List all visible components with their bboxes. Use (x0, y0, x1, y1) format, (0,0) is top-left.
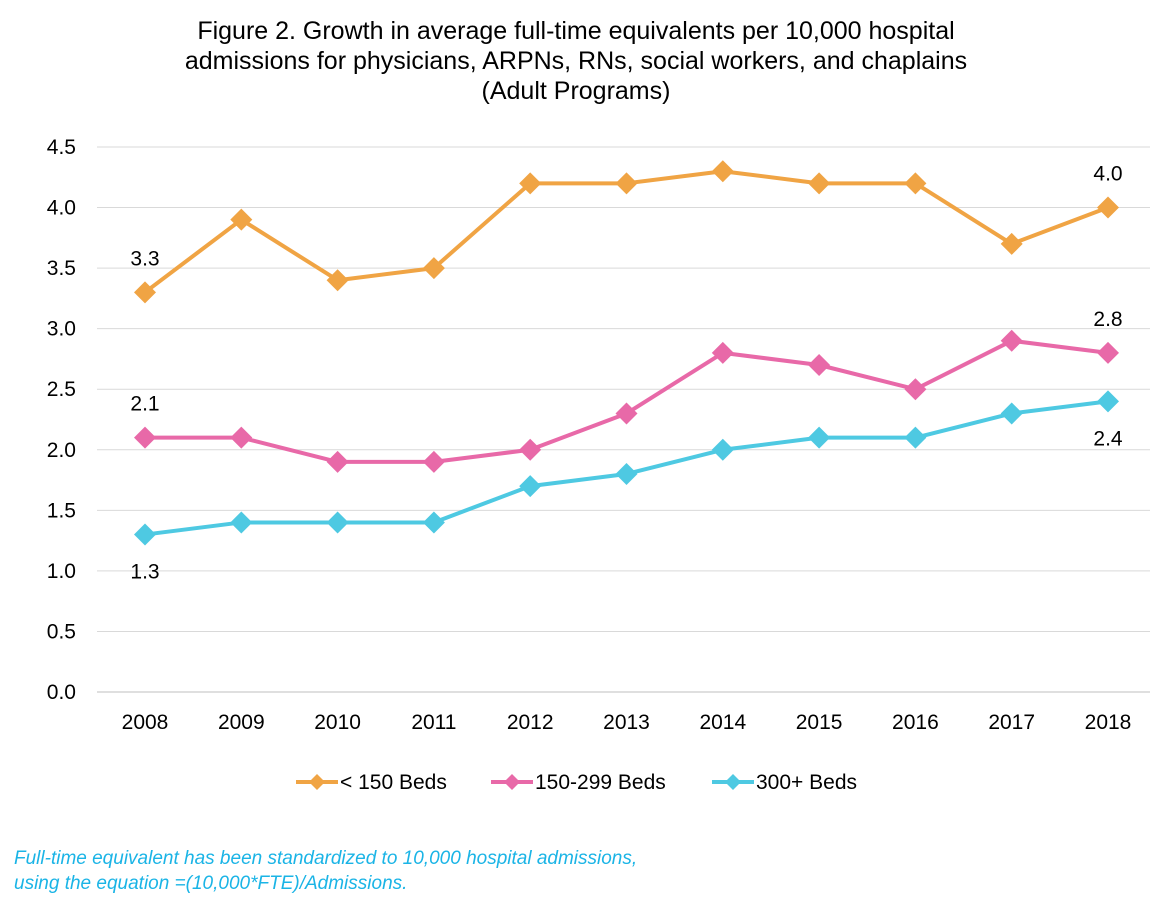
y-tick-label: 2.5 (47, 378, 76, 401)
data-label: 1.3 (130, 561, 159, 584)
legend-item: < 150 Beds (296, 771, 447, 794)
y-tick-label: 0.0 (47, 681, 76, 704)
data-label: 4.0 (1093, 163, 1122, 186)
data-point (519, 475, 542, 498)
data-label: 2.4 (1093, 427, 1123, 450)
data-point (1097, 341, 1119, 364)
data-label: 2.8 (1093, 308, 1122, 331)
data-point (230, 511, 253, 534)
data-point (134, 523, 156, 546)
data-label: 3.3 (130, 247, 159, 270)
data-point (904, 172, 927, 195)
data-point (134, 426, 156, 449)
x-tick-label: 2017 (988, 711, 1035, 734)
x-tick-label: 2013 (603, 711, 650, 734)
data-point (808, 426, 831, 449)
data-point (615, 172, 638, 195)
x-tick-label: 2018 (1085, 711, 1132, 734)
x-tick-label: 2009 (218, 711, 265, 734)
axes: 0.0 0.5 1.0 1.5 2.0 2.5 3.0 3.5 4.0 4.5 2008 2009 20… (47, 136, 1132, 734)
x-tick-label: 2008 (122, 711, 169, 734)
data-point (134, 281, 156, 304)
data-point (230, 208, 253, 231)
y-tick-label: 3.5 (47, 257, 76, 280)
chart-title-line: Figure 2. Growth in average full-time eq… (197, 17, 955, 45)
series-3 (134, 390, 1119, 546)
y-tick-label: 1.0 (47, 560, 76, 583)
data-point (808, 172, 831, 195)
data-point (615, 402, 638, 425)
data-point (904, 378, 927, 401)
chart-title: Figure 2. Growth in average full-time eq… (0, 16, 1152, 106)
data-point (422, 511, 445, 534)
legend-marker (309, 774, 325, 790)
chart-title-line: admissions for physicians, ARPNs, RNs, s… (184, 47, 968, 75)
data-point (1097, 390, 1119, 413)
footnote: Full-time equivalent has been standardiz… (14, 846, 637, 896)
data-point (711, 160, 734, 183)
series-1 (134, 160, 1119, 304)
y-tick-label: 4.0 (47, 197, 76, 220)
data-point (422, 450, 445, 473)
legend-item: 300+ Beds (712, 771, 857, 794)
chart-title-line: (Adult Programs) (481, 77, 671, 105)
legend-marker (504, 774, 520, 790)
y-tick-label: 2.0 (47, 439, 76, 462)
footnote-line: using the equation =(10,000*FTE)/Admissi… (14, 873, 408, 894)
data-point (1000, 232, 1023, 255)
data-point (519, 172, 542, 195)
legend-label: 150-299 Beds (535, 771, 666, 794)
data-point (326, 450, 349, 473)
legend-marker (725, 774, 741, 790)
data-point (808, 354, 831, 376)
legend: < 150 Beds 150-299 Beds 300+ Beds (296, 771, 857, 794)
y-tick-label: 1.5 (47, 499, 76, 522)
grid-lines (97, 146, 1150, 693)
data-point (1000, 329, 1023, 352)
series-2 (134, 329, 1119, 473)
data-point (904, 426, 927, 449)
data-point (711, 341, 734, 364)
x-tick-label: 2014 (699, 711, 746, 734)
data-point (1000, 402, 1023, 425)
x-tick-label: 2011 (411, 711, 456, 734)
x-tick-label: 2010 (314, 711, 361, 734)
legend-label: < 150 Beds (340, 771, 447, 794)
y-tick-label: 0.5 (47, 620, 76, 643)
data-point (615, 463, 638, 485)
data-point (711, 438, 734, 461)
footnote-line: Full-time equivalent has been standardiz… (14, 848, 638, 869)
data-point (1097, 196, 1119, 219)
x-tick-label: 2012 (507, 711, 554, 734)
data-point (230, 426, 253, 449)
data-point (519, 438, 542, 461)
data-point (326, 511, 349, 534)
legend-label: 300+ Beds (756, 771, 857, 794)
series-line (145, 338, 1109, 464)
y-tick-label: 4.5 (47, 136, 76, 159)
x-tick-label: 2016 (892, 711, 939, 734)
y-tick-label: 3.0 (47, 318, 76, 341)
data-point (326, 269, 349, 292)
x-tick-label: 2015 (796, 711, 843, 734)
data-label: 2.1 (130, 393, 159, 416)
series-group (134, 160, 1119, 546)
data-labels: 3.3 4.0 2.1 2.8 1.3 2.4 (130, 163, 1123, 584)
legend-item: 150-299 Beds (491, 771, 666, 794)
data-point (422, 257, 445, 280)
